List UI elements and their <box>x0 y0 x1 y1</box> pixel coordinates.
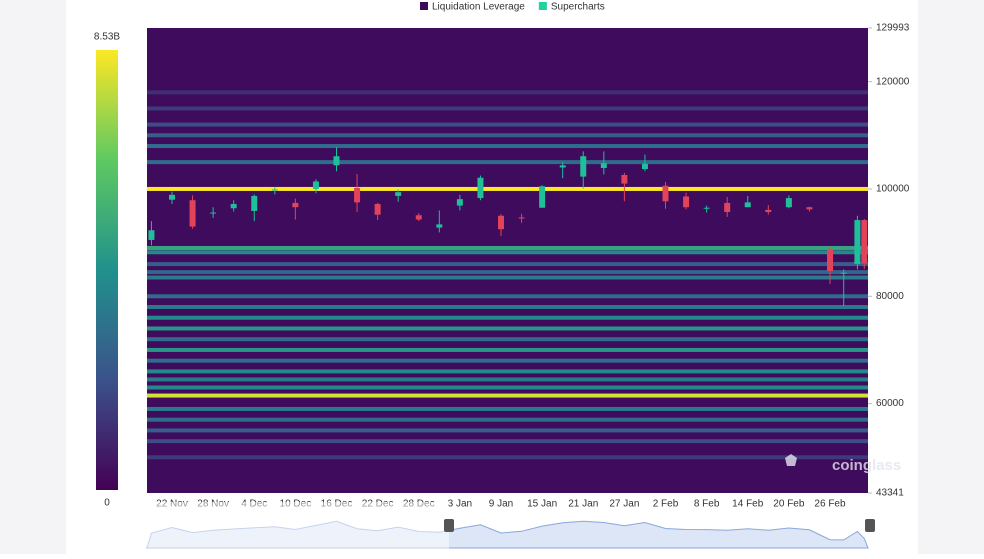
watermark-logo <box>785 454 797 466</box>
candle-body <box>436 224 443 228</box>
candle-body <box>189 200 196 227</box>
navigator-mask <box>147 502 449 549</box>
heat-band <box>147 417 868 422</box>
heat-band <box>147 133 868 138</box>
candle-body <box>840 272 847 274</box>
heat-band <box>147 106 868 111</box>
candle-body <box>312 181 319 189</box>
candle-body <box>744 202 751 208</box>
candle-body <box>703 207 710 209</box>
y-tick-label: 129993 <box>876 23 910 34</box>
candle-body <box>251 195 258 211</box>
candle-body <box>621 174 628 184</box>
candle-body <box>148 230 155 240</box>
navigator-handle[interactable] <box>444 519 454 532</box>
heat-band <box>147 439 868 444</box>
side-margin <box>0 0 66 554</box>
candle-body <box>724 202 731 213</box>
color-bar-label: 0 <box>104 498 110 509</box>
heat-band <box>147 144 868 149</box>
heat-band <box>147 122 868 127</box>
candle-body <box>271 189 278 191</box>
y-tick-label: 100000 <box>876 184 910 195</box>
heat-band <box>147 262 868 267</box>
candle-body <box>518 217 525 219</box>
heat-band <box>147 270 868 275</box>
candle-body <box>169 194 175 200</box>
heat-band <box>147 428 868 433</box>
watermark: coinglass <box>832 457 901 474</box>
candle-body <box>374 203 381 215</box>
heat-band <box>147 377 868 382</box>
legend-label: Liquidation Leverage <box>432 2 525 13</box>
candle-body <box>333 156 340 166</box>
heat-band <box>147 369 868 374</box>
color-bar-label: 8.53B <box>94 32 120 43</box>
candle-body <box>806 207 813 210</box>
heat-band <box>147 385 868 390</box>
candle-body <box>559 165 566 168</box>
x-tick-label: 2 Feb <box>653 499 679 510</box>
navigator-handle[interactable] <box>865 519 875 532</box>
candle-body <box>641 163 648 170</box>
candle-body <box>292 202 299 208</box>
legend-swatch <box>420 2 428 10</box>
candle-body <box>477 177 484 199</box>
candle-body <box>765 209 772 213</box>
candle-body <box>539 186 546 208</box>
candle-body <box>415 215 422 220</box>
y-tick-label: 120000 <box>876 76 910 87</box>
heat-band <box>147 186 868 191</box>
candle-body <box>683 196 690 208</box>
heat-band <box>147 347 868 352</box>
heat-band <box>147 90 868 95</box>
heat-band <box>147 393 868 398</box>
heat-band <box>147 326 868 331</box>
color-bar <box>96 50 118 490</box>
candle-body <box>662 185 669 202</box>
heat-band <box>147 250 868 255</box>
candle-body <box>854 220 861 265</box>
x-tick-label: 8 Feb <box>694 499 720 510</box>
heat-band <box>147 245 868 250</box>
candle-body <box>580 156 587 177</box>
candle-body <box>230 203 237 209</box>
legend: Liquidation Leverage Supercharts <box>420 2 605 13</box>
y-tick-label: 60000 <box>876 398 904 409</box>
heat-band <box>147 275 868 280</box>
y-tick-label: 80000 <box>876 291 904 302</box>
x-tick-label: 15 Jan <box>527 499 557 510</box>
heatmap-background <box>147 28 868 493</box>
heat-band <box>147 406 868 411</box>
candle-body <box>498 215 504 230</box>
x-tick-label: 9 Jan <box>489 499 513 510</box>
plot-area <box>147 28 868 493</box>
candle-body <box>785 198 792 208</box>
candle-body <box>456 199 463 206</box>
candle-body <box>354 187 361 203</box>
heat-band <box>147 455 868 460</box>
candle-body <box>210 212 217 214</box>
heat-band <box>147 305 868 310</box>
legend-label: Supercharts <box>551 2 605 13</box>
heat-band <box>147 160 868 165</box>
candle-body <box>600 163 607 169</box>
x-tick-label: 14 Feb <box>732 499 764 510</box>
heat-band <box>147 315 868 320</box>
candle-body <box>827 249 833 272</box>
x-tick-label: 27 Jan <box>609 499 639 510</box>
x-tick-label: 20 Feb <box>773 499 805 510</box>
x-tick-label: 26 Feb <box>814 499 846 510</box>
legend-swatch <box>538 2 547 10</box>
candle-body <box>861 220 868 264</box>
candle-body <box>395 192 402 196</box>
heat-band <box>147 358 868 363</box>
x-tick-label: 21 Jan <box>568 499 598 510</box>
heat-band <box>147 337 868 342</box>
y-tick-label: 43341 <box>876 488 904 499</box>
side-margin <box>918 0 984 554</box>
x-tick-label: 3 Jan <box>448 499 472 510</box>
heat-band <box>147 294 868 299</box>
